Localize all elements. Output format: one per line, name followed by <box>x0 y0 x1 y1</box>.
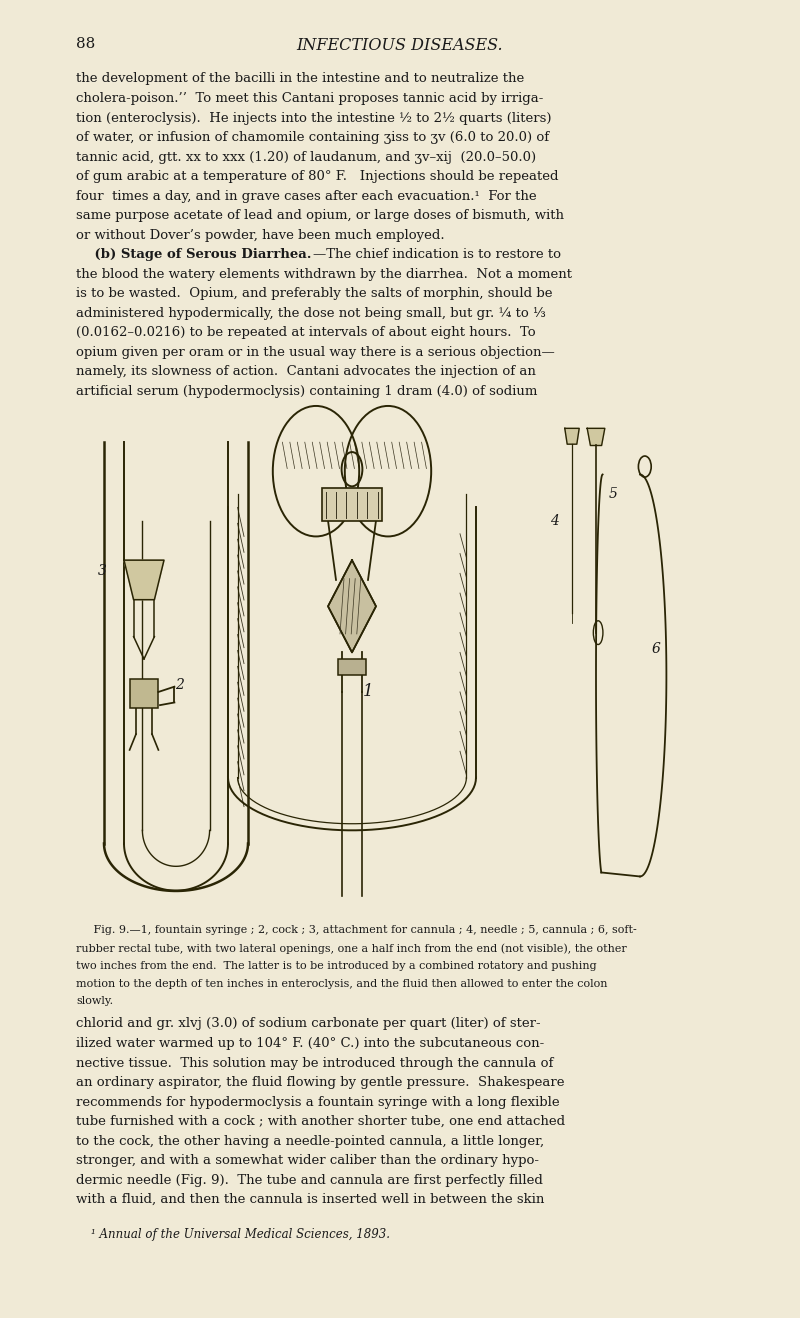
Text: an ordinary aspirator, the fluid flowing by gentle pressure.  Shakespeare: an ordinary aspirator, the fluid flowing… <box>76 1075 565 1089</box>
Polygon shape <box>587 428 605 445</box>
Text: Fig. 9.—1, fountain syringe ; 2, cock ; 3, attachment for cannula ; 4, needle ; : Fig. 9.—1, fountain syringe ; 2, cock ; … <box>76 925 637 936</box>
Text: 4: 4 <box>550 514 559 527</box>
Text: tion (enteroclysis).  He injects into the intestine ½ to 2½ quarts (liters): tion (enteroclysis). He injects into the… <box>76 112 551 124</box>
Text: with a fluid, and then the cannula is inserted well in between the skin: with a fluid, and then the cannula is in… <box>76 1193 544 1206</box>
Text: four  times a day, and in grave cases after each evacuation.¹  For the: four times a day, and in grave cases aft… <box>76 190 537 203</box>
FancyBboxPatch shape <box>338 659 366 675</box>
Text: 88: 88 <box>76 37 95 51</box>
Text: ilized water warmed up to 104° F. (40° C.) into the subcutaneous con-: ilized water warmed up to 104° F. (40° C… <box>76 1037 544 1050</box>
Text: the development of the bacilli in the intestine and to neutralize the: the development of the bacilli in the in… <box>76 72 524 86</box>
Text: INFECTIOUS DISEASES.: INFECTIOUS DISEASES. <box>297 37 503 54</box>
Text: of water, or infusion of chamomile containing ʒiss to ʒv (6.0 to 20.0) of: of water, or infusion of chamomile conta… <box>76 130 549 144</box>
Polygon shape <box>124 560 164 600</box>
Text: of gum arabic at a temperature of 80° F.   Injections should be repeated: of gum arabic at a temperature of 80° F.… <box>76 170 558 183</box>
Text: —The chief indication is to restore to: —The chief indication is to restore to <box>313 248 561 261</box>
Polygon shape <box>565 428 579 444</box>
Text: 2: 2 <box>175 679 185 692</box>
Text: same purpose acetate of lead and opium, or large doses of bismuth, with: same purpose acetate of lead and opium, … <box>76 210 564 221</box>
Text: 3: 3 <box>98 564 107 577</box>
Text: administered hypodermically, the dose not being small, but gr. ¼ to ⅓: administered hypodermically, the dose no… <box>76 307 546 319</box>
FancyBboxPatch shape <box>130 679 158 708</box>
Text: (0.0162–0.0216) to be repeated at intervals of about eight hours.  To: (0.0162–0.0216) to be repeated at interv… <box>76 326 536 339</box>
FancyBboxPatch shape <box>322 488 382 521</box>
Text: two inches from the end.  The latter is to be introduced by a combined rotatory : two inches from the end. The latter is t… <box>76 961 597 971</box>
Text: 5: 5 <box>609 488 618 501</box>
Text: ¹ Annual of the Universal Medical Sciences, 1893.: ¹ Annual of the Universal Medical Scienc… <box>76 1228 390 1242</box>
Text: tannic acid, gtt. xx to xxx (1.20) of laudanum, and ʒv–xij  (20.0–50.0): tannic acid, gtt. xx to xxx (1.20) of la… <box>76 150 536 163</box>
Text: is to be wasted.  Opium, and preferably the salts of morphin, should be: is to be wasted. Opium, and preferably t… <box>76 287 553 301</box>
Text: or without Dover’s powder, have been much employed.: or without Dover’s powder, have been muc… <box>76 228 445 241</box>
Text: dermic needle (Fig. 9).  The tube and cannula are first perfectly filled: dermic needle (Fig. 9). The tube and can… <box>76 1173 543 1186</box>
Text: rubber rectal tube, with two lateral openings, one a half inch from the end (not: rubber rectal tube, with two lateral ope… <box>76 944 626 954</box>
Text: 6: 6 <box>651 642 661 656</box>
Text: tube furnished with a cock ; with another shorter tube, one end attached: tube furnished with a cock ; with anothe… <box>76 1115 565 1128</box>
Text: nective tissue.  This solution may be introduced through the cannula of: nective tissue. This solution may be int… <box>76 1057 554 1069</box>
Text: opium given per oram or in the usual way there is a serious objection—: opium given per oram or in the usual way… <box>76 345 554 358</box>
Text: namely, its slowness of action.  Cantani advocates the injection of an: namely, its slowness of action. Cantani … <box>76 365 536 378</box>
Text: the blood the watery elements withdrawn by the diarrhea.  Not a moment: the blood the watery elements withdrawn … <box>76 268 572 281</box>
Text: stronger, and with a somewhat wider caliber than the ordinary hypo-: stronger, and with a somewhat wider cali… <box>76 1155 539 1166</box>
Text: to the cock, the other having a needle-pointed cannula, a little longer,: to the cock, the other having a needle-p… <box>76 1135 544 1148</box>
Polygon shape <box>328 560 376 652</box>
Text: 1: 1 <box>362 684 374 700</box>
Text: (b) Stage of Serous Diarrhea.: (b) Stage of Serous Diarrhea. <box>76 248 311 261</box>
Text: recommends for hypodermoclysis a fountain syringe with a long flexible: recommends for hypodermoclysis a fountai… <box>76 1095 560 1108</box>
Text: motion to the depth of ten inches in enteroclysis, and the fluid then allowed to: motion to the depth of ten inches in ent… <box>76 978 607 988</box>
Text: slowly.: slowly. <box>76 996 113 1007</box>
Text: chlorid and gr. xlvj (3.0) of sodium carbonate per quart (liter) of ster-: chlorid and gr. xlvj (3.0) of sodium car… <box>76 1017 541 1031</box>
Text: cholera-poison.’’  To meet this Cantani proposes tannic acid by irriga-: cholera-poison.’’ To meet this Cantani p… <box>76 92 543 105</box>
Text: artificial serum (hypodermoclysis) containing 1 dram (4.0) of sodium: artificial serum (hypodermoclysis) conta… <box>76 385 538 398</box>
